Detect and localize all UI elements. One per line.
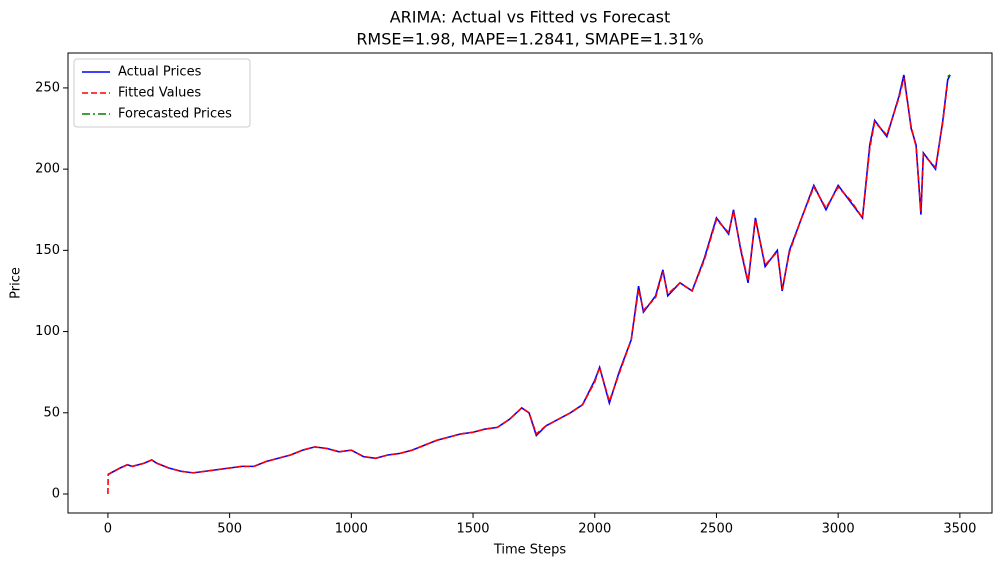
legend-label: Fitted Values (118, 86, 201, 101)
series-line (107, 74, 951, 476)
y-tick-label: 250 (35, 80, 60, 95)
series-line (947, 74, 951, 78)
x-tick-label: 0 (104, 522, 112, 537)
x-tick-label: 2000 (578, 522, 611, 537)
y-tick-label: 50 (43, 405, 60, 420)
series-line (107, 77, 949, 495)
plot-frame (67, 52, 993, 514)
x-axis-label: Time Steps (493, 543, 567, 558)
y-tick-label: 0 (52, 486, 60, 501)
y-tick-label: 100 (35, 324, 60, 339)
x-tick-label: 3000 (822, 522, 855, 537)
y-axis-label: Price (9, 267, 24, 299)
x-tick-label: 1000 (335, 522, 368, 537)
y-tick-label: 200 (35, 162, 60, 177)
x-tick-label: 2500 (700, 522, 733, 537)
legend-label: Forecasted Prices (118, 107, 232, 122)
x-tick-label: 500 (217, 522, 242, 537)
chart-title: ARIMA: Actual vs Fitted vs Forecast (390, 8, 671, 27)
legend-label: Actual Prices (118, 65, 202, 80)
y-tick-label: 150 (35, 243, 60, 258)
x-tick-label: 1500 (456, 522, 489, 537)
legend-box (73, 58, 251, 128)
chart-subtitle: RMSE=1.98, MAPE=1.2841, SMAPE=1.31% (356, 30, 703, 49)
x-tick-label: 3500 (943, 522, 976, 537)
